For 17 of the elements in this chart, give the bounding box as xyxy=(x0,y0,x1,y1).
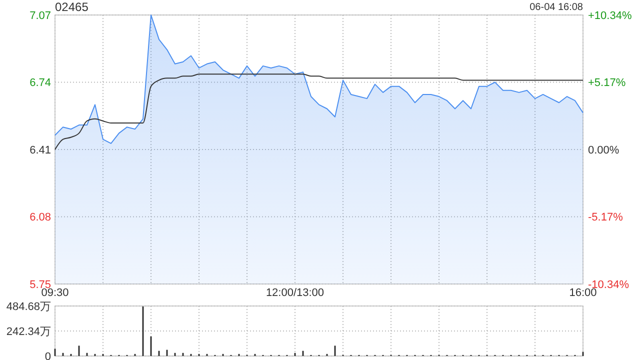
y-tick-label: 242.34万 xyxy=(6,326,51,338)
y2-tick-label: +5.17% xyxy=(588,77,626,90)
y-tick-label: 6.41 xyxy=(30,144,51,156)
y2-tick-label: +10.34% xyxy=(588,10,632,22)
chart-title: 02465 xyxy=(55,0,89,14)
line-series xyxy=(54,74,584,150)
y2-tick-label: 0.00% xyxy=(588,144,620,156)
x-tick-label: 12:00/13:00 xyxy=(266,287,324,299)
y2-tick-label: -5.17% xyxy=(588,212,624,224)
y-tick-label: 6.08 xyxy=(30,212,51,224)
x-tick-label: 09:30 xyxy=(41,287,69,299)
y-tick-label: 484.68万 xyxy=(6,300,51,313)
y-tick-label: 7.07 xyxy=(30,10,51,22)
x-tick-label: 16:00 xyxy=(569,287,597,299)
y-tick-label: 6.74 xyxy=(30,77,51,90)
y-tick-label: 0 xyxy=(44,350,51,360)
text: 06-04 16:08 xyxy=(530,2,584,13)
